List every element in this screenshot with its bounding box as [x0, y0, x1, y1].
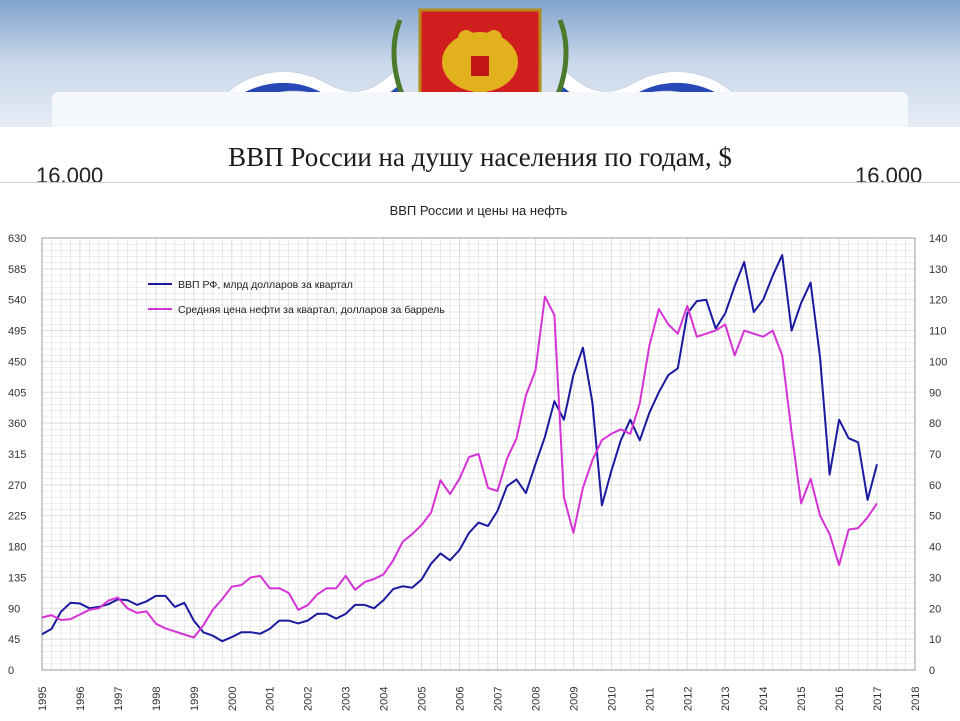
x-tick-label: 2000 — [227, 687, 239, 711]
y-right-tick-label: 30 — [929, 572, 941, 584]
chart-svg: ВВП России и цены на нефть 0 45 90 135 180 225… — [8, 203, 947, 711]
y-right-tick-label: 140 — [929, 233, 947, 245]
y-right-tick-label: 0 — [929, 665, 935, 677]
x-tick-label: 2015 — [796, 687, 808, 711]
y-left-tick-label: 270 — [8, 480, 26, 492]
x-tick-label: 2010 — [606, 687, 618, 711]
y-right-tick-label: 80 — [929, 418, 941, 430]
x-tick-label: 1997 — [113, 687, 125, 711]
x-tick-label: 2001 — [265, 687, 277, 711]
y-right-tick-label: 60 — [929, 480, 941, 492]
series-line-oil — [41, 295, 878, 639]
y-right-tick-label: 100 — [929, 356, 947, 368]
y-right-tick-label: 90 — [929, 387, 941, 399]
x-tick-label: 2016 — [834, 687, 846, 711]
y-left-tick-label: 585 — [8, 264, 26, 276]
x-tick-label: 2017 — [872, 687, 884, 711]
x-tick-label: 2003 — [341, 687, 353, 711]
x-tick-label: 2018 — [910, 687, 922, 711]
y-left-tick-label: 180 — [8, 542, 26, 554]
y-left-tick-label: 630 — [8, 233, 26, 245]
series-line-gdp — [41, 254, 878, 643]
y-left-tick-label: 495 — [8, 326, 26, 338]
y-left-tick-label: 315 — [8, 449, 26, 461]
y-right-tick-label: 70 — [929, 449, 941, 461]
y-right-tick-label: 10 — [929, 634, 941, 646]
x-tick-label: 1995 — [37, 687, 49, 711]
x-tick-label: 2004 — [379, 687, 391, 711]
x-tick-label: 2002 — [303, 687, 315, 711]
y-left-tick-label: 0 — [8, 665, 14, 677]
y-left-tick-label: 360 — [8, 418, 26, 430]
x-tick-label: 2013 — [720, 687, 732, 711]
y-left-tick-label: 45 — [8, 634, 20, 646]
legend-label: ВВП РФ, млрд долларов за квартал — [178, 279, 353, 291]
y-right-tick-label: 50 — [929, 511, 941, 523]
y-left-tick-label: 450 — [8, 356, 26, 368]
y-left-tick-label: 135 — [8, 572, 26, 584]
x-tick-label: 2008 — [530, 687, 542, 711]
x-tick-label: 2009 — [568, 687, 580, 711]
y-left-tick-label: 90 — [8, 603, 20, 615]
x-tick-label: 1999 — [189, 687, 201, 711]
x-tick-label: 2007 — [492, 687, 504, 711]
plot-frame — [41, 237, 916, 671]
y-right-tick-label: 40 — [929, 542, 941, 554]
x-tick-label: 2011 — [644, 687, 656, 711]
y-right-tick-label: 20 — [929, 603, 941, 615]
title-area — [0, 127, 960, 183]
y-right-tick-label: 130 — [929, 264, 947, 276]
x-tick-label: 1998 — [151, 687, 163, 711]
chart-area: ВВП России и цены на нефть 0 45 90 135 180 225… — [0, 182, 960, 721]
x-tick-label: 1996 — [75, 687, 87, 711]
legend-label: Средняя цена нефти за квартал, долларов … — [178, 304, 445, 316]
y-left-tick-label: 540 — [8, 295, 26, 307]
chart-title: ВВП России и цены на нефть — [390, 203, 568, 218]
y-left-tick-label: 225 — [8, 511, 26, 523]
x-tick-label: 2006 — [455, 687, 467, 711]
x-tick-label: 2005 — [417, 687, 429, 711]
y-right-tick-label: 110 — [929, 326, 947, 338]
y-left-tick-label: 405 — [8, 387, 26, 399]
header-banner — [0, 0, 960, 135]
x-tick-label: 2012 — [682, 687, 694, 711]
y-right-tick-label: 120 — [929, 295, 947, 307]
x-tick-label: 2014 — [758, 687, 770, 711]
slide-title: ВВП России на душу населения по годам, $ — [228, 142, 732, 172]
